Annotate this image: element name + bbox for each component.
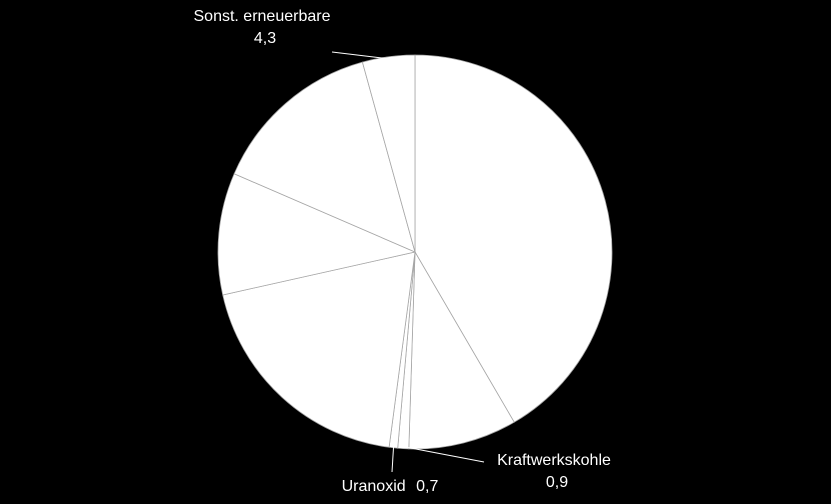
value-label: 0,9 — [545, 474, 569, 491]
slice-label: Sonst. erneuerbare 4,3 — [188, 6, 336, 50]
leader-line — [403, 446, 485, 463]
pie-slice — [408, 250, 515, 450]
category-label: Uranoxid — [341, 478, 406, 495]
category-label: Sonst. erneuerbare — [193, 8, 331, 25]
leader-line — [391, 445, 395, 473]
value-label: 4,3 — [253, 30, 277, 47]
pie-slice — [414, 54, 613, 423]
value-label: 0,7 — [416, 478, 439, 495]
category-label: Kraftwerkskohle — [497, 452, 611, 469]
pie-slice — [217, 173, 417, 296]
pie-slice — [222, 251, 416, 448]
leader-line — [331, 51, 389, 60]
pie-slice — [361, 54, 416, 253]
pie-slice — [233, 61, 416, 253]
slice-label: Uranoxid 0,7 — [328, 476, 452, 498]
slice-label: Kraftwerkskohle 0,9 — [483, 450, 625, 494]
